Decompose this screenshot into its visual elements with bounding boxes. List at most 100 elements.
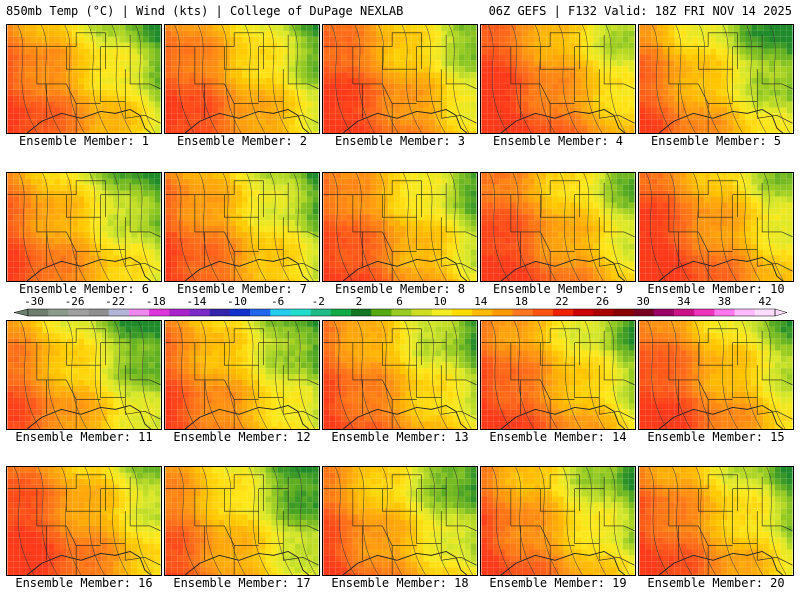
- isotherm-contours: [14, 467, 152, 575]
- colorbar-tick-label: -22: [105, 295, 126, 308]
- ensemble-member-label: Ensemble Member: 18: [331, 576, 469, 590]
- colorbar-segment: [734, 309, 756, 316]
- isotherm-contours: [20, 321, 158, 429]
- ensemble-panel: [164, 172, 320, 282]
- temperature-map: [6, 172, 162, 282]
- colorbar-segment: [552, 309, 574, 316]
- isotherm-contours: [331, 25, 469, 133]
- colorbar-segment: [128, 309, 150, 316]
- ensemble-member-label: Ensemble Member: 20: [647, 576, 785, 590]
- state-borders: [7, 180, 161, 281]
- colorbar-tick-label: -26: [64, 295, 85, 308]
- temperature-map: [480, 172, 636, 282]
- temperature-map: [480, 24, 636, 134]
- temperature-map: [164, 24, 320, 134]
- temperature-colorbar: [13, 308, 788, 317]
- state-borders: [481, 32, 635, 133]
- temperature-map: [6, 320, 162, 430]
- ensemble-member-label: Ensemble Member: 7: [176, 282, 308, 296]
- colorbar-segment: [149, 309, 170, 316]
- colorbar-tick-label: -18: [145, 295, 166, 308]
- ensemble-panel: [638, 320, 794, 430]
- ensemble-member-label: Ensemble Member: 11: [15, 430, 153, 444]
- colorbar-tick-label: 34: [677, 295, 691, 308]
- colorbar-segment: [48, 309, 69, 316]
- colorbar-segment: [270, 309, 291, 316]
- colorbar-tick-label: 6: [396, 295, 403, 308]
- colorbar-tick-label: -14: [186, 295, 207, 308]
- colorbar-segment: [714, 309, 735, 316]
- isotherm-contours: [18, 173, 157, 281]
- colorbar-tick-label: 26: [595, 295, 610, 308]
- colorbar-segment: [330, 309, 352, 316]
- ensemble-member-label: Ensemble Member: 5: [650, 134, 782, 148]
- ensemble-panel: [322, 24, 478, 134]
- ensemble-member-label: Ensemble Member: 17: [173, 576, 311, 590]
- temperature-map: [480, 466, 636, 576]
- colorbar-labels: -30 -26 -22 -18 -14 -10 -6 -2 2 6 10 14 18 22 26 30 34 38…: [0, 296, 800, 308]
- temperature-map: [6, 466, 162, 576]
- colorbar-tick-label: 18: [514, 295, 528, 308]
- colorbar-tick-label: 22: [555, 295, 569, 308]
- colorbar-segment: [351, 309, 372, 316]
- ensemble-member-label: Ensemble Member: 2: [176, 134, 308, 148]
- isotherm-contours: [490, 321, 629, 429]
- colorbar-segment: [573, 309, 594, 316]
- colorbar-segment: [229, 309, 251, 316]
- isotherm-contours: [17, 25, 156, 133]
- colorbar-segment: [250, 309, 271, 316]
- temperature-map: [322, 172, 478, 282]
- isotherm-contours: [491, 467, 630, 575]
- state-borders: [323, 328, 477, 429]
- temperature-map: [164, 320, 320, 430]
- colorbar-min-arrow: [13, 308, 29, 317]
- ensemble-panel: [638, 172, 794, 282]
- state-borders: [639, 328, 793, 429]
- run-valid-time: 06Z GEFS | F132 Valid: 18Z FRI NOV 14 20…: [488, 4, 792, 18]
- ensemble-member-label: Ensemble Member: 1: [18, 134, 150, 148]
- ensemble-panel: [164, 466, 320, 576]
- colorbar-segment: [593, 309, 614, 316]
- temperature-map: [638, 466, 794, 576]
- ensemble-panel: [6, 24, 162, 134]
- temperature-map: [638, 320, 794, 430]
- ensemble-panel: [480, 466, 636, 576]
- colorbar-segment: [88, 309, 110, 316]
- isotherm-contours: [645, 173, 784, 281]
- temperature-map: [164, 172, 320, 282]
- colorbar-max-arrow: [774, 308, 788, 317]
- ensemble-panel: [480, 24, 636, 134]
- isotherm-contours: [332, 173, 471, 281]
- isotherm-contours: [174, 25, 313, 133]
- ensemble-member-label: Ensemble Member: 9: [492, 282, 624, 296]
- temperature-map: [638, 172, 794, 282]
- state-borders: [7, 328, 161, 429]
- colorbar-tick-label: 14: [474, 295, 488, 308]
- state-borders: [639, 32, 793, 133]
- colorbar-segment: [472, 309, 493, 316]
- ensemble-member-label: Ensemble Member: 6: [18, 282, 150, 296]
- colorbar-segment: [371, 309, 392, 316]
- ensemble-member-label: Ensemble Member: 14: [489, 430, 627, 444]
- ensemble-panel: [322, 172, 478, 282]
- ensemble-member-label: Ensemble Member: 8: [334, 282, 466, 296]
- ensemble-member-label: Ensemble Member: 15: [647, 430, 785, 444]
- isotherm-contours: [487, 25, 626, 133]
- state-borders: [481, 180, 635, 281]
- temperature-map: [6, 24, 162, 134]
- ensemble-panel: [6, 466, 162, 576]
- colorbar-segment: [108, 309, 130, 316]
- colorbar-segment: [431, 309, 453, 316]
- ensemble-panel: [322, 320, 478, 430]
- colorbar-tick-label: 2: [355, 295, 363, 308]
- ensemble-panel: [322, 466, 478, 576]
- isotherm-contours: [333, 321, 472, 429]
- isotherm-contours: [175, 173, 314, 281]
- temperature-map: [638, 24, 794, 134]
- colorbar-tick-label: -2: [311, 295, 325, 308]
- state-borders: [323, 32, 477, 133]
- colorbar-segment: [492, 309, 513, 316]
- state-borders: [323, 474, 477, 575]
- colorbar-segment: [189, 309, 211, 316]
- colorbar-tick-label: 42: [758, 295, 772, 308]
